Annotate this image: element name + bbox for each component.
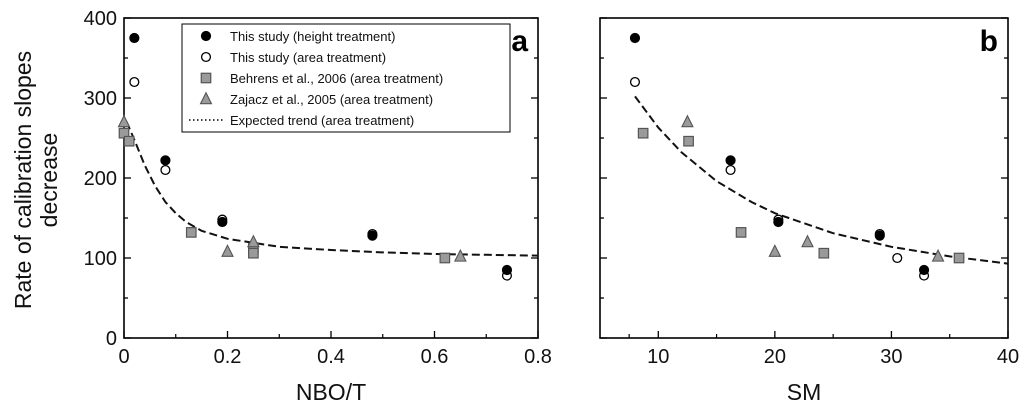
- legend-marker-gray-triangle: [199, 91, 213, 105]
- data-point-filled-circle: [874, 230, 885, 241]
- panel-a: 0 100 200 300 400 0 0.2 0.4 0.6 0.8 NBO/T a: [84, 8, 552, 405]
- data-point-open-circle: [725, 164, 736, 176]
- data-point-gray-square: [123, 135, 135, 147]
- data-point-gray-square: [735, 227, 747, 238]
- panel-letter: b: [980, 25, 998, 58]
- x-tick-label: 0: [118, 346, 129, 368]
- data-point-gray-triangle: [246, 234, 260, 248]
- data-point-open-circle: [129, 76, 140, 88]
- x-tick-label: 0.6: [421, 346, 449, 368]
- data-point-filled-circle: [725, 155, 736, 166]
- legend-label: This study (area treatment): [230, 50, 386, 65]
- data-point-gray-triangle: [931, 248, 945, 262]
- data-point-filled-circle: [773, 216, 784, 228]
- data-point-gray-square: [818, 247, 830, 259]
- x-tick-label: 0.4: [317, 346, 345, 368]
- y-axis-title: Rate of calibration slopes decrease: [10, 51, 62, 309]
- data-point-gray-square: [683, 135, 694, 147]
- x-tick-label: 20: [764, 346, 786, 368]
- legend-marker-gray-square: [200, 72, 212, 84]
- data-point-filled-circle: [629, 32, 641, 44]
- panel-letter: a: [511, 25, 528, 58]
- data-point-gray-triangle: [221, 244, 234, 257]
- data-point-filled-circle: [367, 230, 378, 241]
- x-tick-label: 10: [647, 346, 669, 368]
- legend-marker-open-circle: [200, 51, 212, 63]
- data-point-gray-square: [248, 247, 259, 259]
- data-point-gray-triangle: [768, 244, 782, 257]
- x-axis-title: SM: [787, 379, 822, 405]
- data-point-gray-triangle: [117, 114, 131, 128]
- legend-label: Zajacz et al., 2005 (area treatment): [230, 92, 433, 107]
- y-tick-label: 200: [84, 168, 117, 190]
- x-tick-label: 30: [880, 346, 902, 368]
- trend-line: [634, 95, 1009, 265]
- x-axis-title: NBO/T: [296, 379, 366, 405]
- data-point-filled-circle: [501, 264, 513, 276]
- data-point-open-circle: [160, 164, 171, 176]
- legend-marker-filled-circle: [200, 30, 212, 42]
- y-axis-title-line-2: decrease: [36, 133, 62, 228]
- data-point-open-circle: [629, 76, 641, 88]
- legend-label: Expected trend (area treatment): [230, 113, 414, 128]
- y-tick-label: 100: [84, 248, 117, 270]
- data-point-filled-circle: [160, 155, 171, 166]
- y-tick-label: 300: [84, 88, 117, 110]
- data-point-gray-triangle: [681, 114, 694, 128]
- x-tick-label: 0.2: [214, 346, 242, 368]
- data-point-gray-square: [637, 127, 649, 139]
- legend-box: [181, 23, 511, 133]
- plot-frame: [599, 17, 1009, 339]
- y-axis-title-line-1: Rate of calibration slopes: [10, 51, 36, 309]
- data-point-gray-square: [439, 252, 451, 264]
- legend-label: Behrens et al., 2006 (area treatment): [230, 71, 443, 86]
- data-point-filled-circle: [918, 264, 930, 276]
- legend: This study (height treatment) This study …: [181, 23, 511, 133]
- data-point-filled-circle: [129, 32, 140, 44]
- y-tick-label: 400: [84, 8, 117, 30]
- x-tick-label: 0.8: [524, 346, 552, 368]
- x-tick-label: 40: [997, 346, 1019, 368]
- panel-b: 10 20 30 40 SM b: [599, 17, 1019, 405]
- y-tick-label: 0: [106, 328, 117, 350]
- data-point-open-circle: [892, 252, 903, 264]
- data-point-gray-square: [185, 227, 197, 238]
- legend-label: This study (height treatment): [230, 29, 395, 44]
- data-point-gray-square: [953, 252, 965, 264]
- data-point-filled-circle: [217, 216, 228, 228]
- trend-line: [125, 121, 539, 257]
- data-point-gray-triangle: [453, 248, 467, 262]
- data-point-gray-triangle: [801, 234, 814, 248]
